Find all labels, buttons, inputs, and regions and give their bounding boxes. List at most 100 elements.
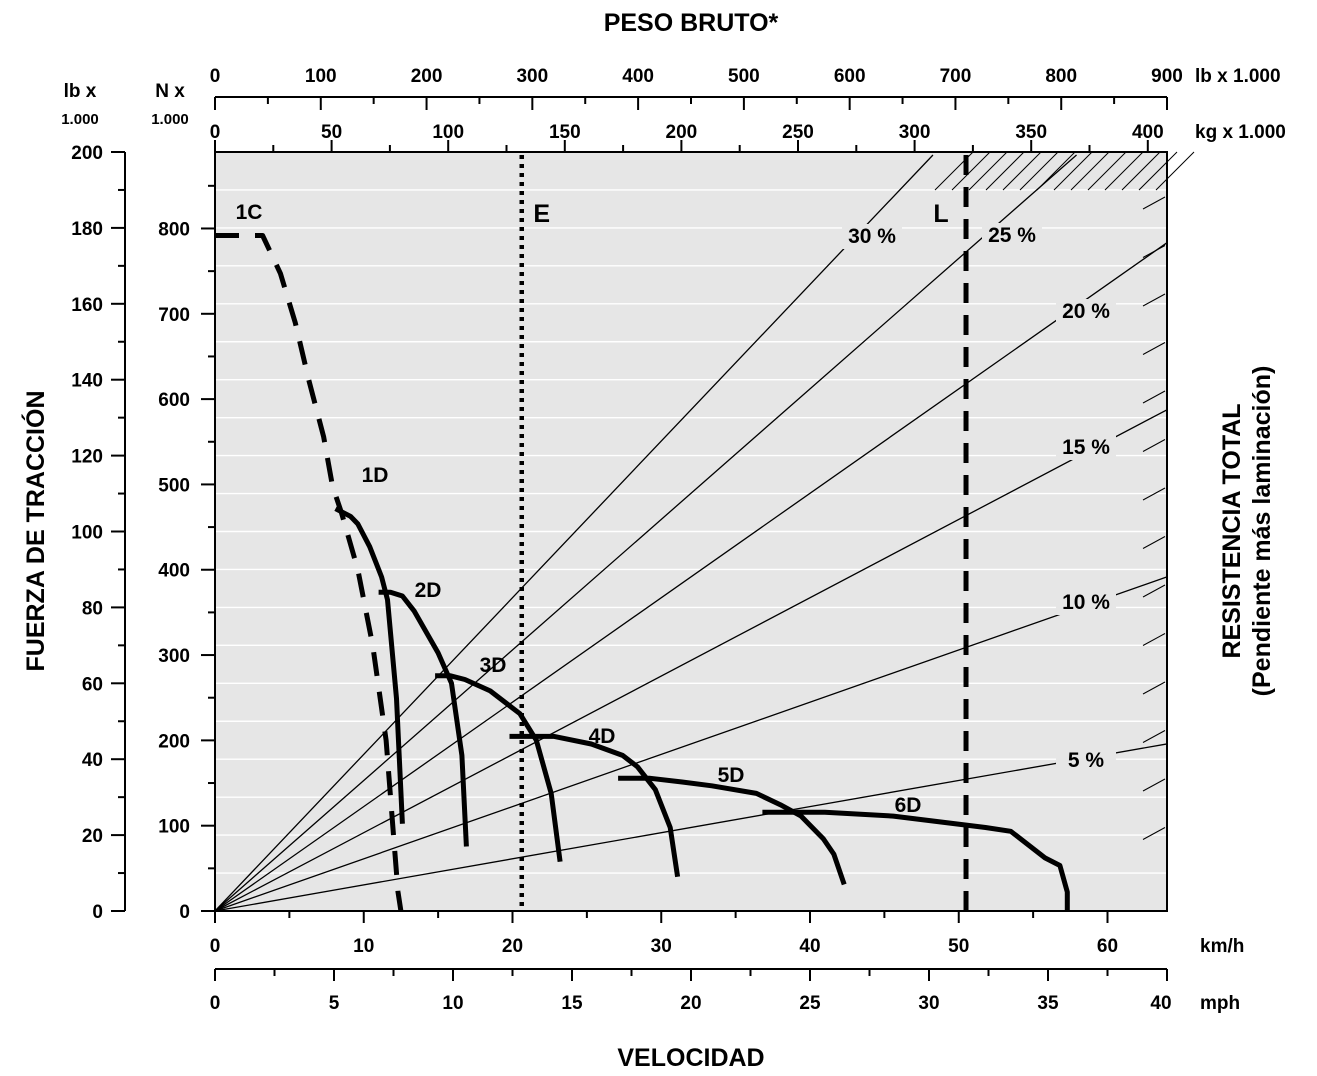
weight-lb-tick-label: 300 (516, 66, 548, 87)
weight-kg-tick-label: 50 (321, 122, 342, 143)
grade-lines: 5 % 10 % 15 % 20 % 25 % 30 % (214, 151, 1195, 912)
weight-kg-tick-label: 150 (549, 122, 581, 143)
series-curve-3D (435, 673, 563, 863)
series-label-1C: 1C (236, 201, 263, 224)
x-axis-label: VELOCIDAD (617, 1044, 764, 1072)
lbf-tick-label: 200 (71, 143, 103, 164)
weight-lb-unit-label: lb x 1.000 (1195, 66, 1281, 87)
resistance-hatch (1142, 390, 1166, 404)
weight-kg-tick-label: 400 (1132, 122, 1164, 143)
series-label-3D: 3D (480, 654, 507, 677)
plot-frame (214, 151, 1168, 912)
limit-hatch (985, 151, 1025, 191)
limit-hatch (1002, 151, 1042, 191)
lbf-tick-label: 80 (82, 598, 103, 619)
mph-tick-label: 20 (680, 993, 701, 1014)
resistance-hatch (1142, 827, 1166, 840)
mph-tick-label: 5 (329, 993, 340, 1014)
grade-label-bg (982, 223, 1042, 248)
limit-hatch (1070, 151, 1110, 191)
mph-tick-label: 35 (1037, 993, 1059, 1014)
kn-unit-label-2: 1.000 (151, 111, 189, 128)
kn-tick-label: 0 (179, 902, 190, 923)
grade-label: 5 % (1068, 749, 1105, 772)
kn-tick-label: 400 (158, 561, 190, 582)
lbf-unit-label-2: 1.000 (61, 111, 99, 128)
weight-kg-unit-label: kg x 1.000 (1195, 122, 1286, 143)
limit-hatch (1036, 151, 1076, 191)
weight-lb-tick-label: 800 (1045, 66, 1077, 87)
weight-kg-tick-label: 250 (782, 122, 814, 143)
resistance-hatch (1142, 681, 1166, 695)
kn-tick-label: 800 (158, 219, 190, 240)
resistance-hatch (1142, 778, 1166, 792)
kmh-tick-label: 20 (502, 936, 523, 957)
resistance-hatch (1142, 633, 1166, 646)
weight-lb-tick-label: 100 (305, 66, 337, 87)
weight-kg-tick-label: 100 (432, 122, 464, 143)
limit-hatch (1087, 151, 1127, 191)
kmh-tick-label: 50 (948, 936, 969, 957)
grade-line (214, 409, 1168, 912)
grade-label-bg (842, 224, 902, 249)
grade-label: 20 % (1062, 300, 1110, 323)
y-right-axis-label: RESISTENCIA TOTAL (1218, 403, 1246, 658)
series-label-1D: 1D (362, 464, 389, 487)
mph-tick-label: 10 (442, 993, 463, 1014)
kmh-unit-label: km/h (1200, 936, 1244, 957)
resistance-hatch (1142, 342, 1166, 355)
resistance-hatch (1142, 536, 1166, 549)
grade-label-bg (1056, 748, 1116, 773)
kmh-tick-label: 60 (1097, 936, 1118, 957)
series-curve-6D (762, 809, 1070, 911)
resistance-hatch (1142, 487, 1166, 501)
grade-label: 10 % (1062, 591, 1110, 614)
weight-kg-tick-label: 200 (666, 122, 698, 143)
limit-hatch (1121, 151, 1161, 191)
axes: 0 10 20 30 40 50 60 km/h 0 5 10 15 20 25 30 35 40 mph 0 20 4… (61, 66, 1286, 1014)
grade-label: 25 % (988, 224, 1036, 247)
mph-tick-label: 40 (1150, 993, 1171, 1014)
limit-hatch (1155, 151, 1195, 191)
chart-labels: PESO BRUTO* VELOCIDAD FUERZA DE TRACCIÓN… (20, 9, 1276, 1072)
weight-lb-tick-label: 900 (1151, 66, 1183, 87)
y-axis-label: FUERZA DE TRACCIÓN (20, 390, 50, 671)
kn-tick-label: 100 (158, 817, 190, 838)
kn-tick-label: 200 (158, 731, 190, 752)
limit-hatch (968, 151, 1008, 191)
lbf-unit-label: lb x (64, 81, 97, 102)
mph-tick-label: 15 (561, 993, 583, 1014)
resistance-hatch (1142, 439, 1166, 452)
lbf-tick-label: 160 (71, 295, 103, 316)
grade-line (214, 242, 1168, 912)
mph-unit-label: mph (1200, 993, 1240, 1014)
series-curve-2D (378, 589, 469, 847)
series-curve-5D (618, 775, 847, 886)
weight-lb-tick-label: 200 (411, 66, 443, 87)
limit-hatch (951, 151, 991, 191)
limit-hatch (1019, 151, 1059, 191)
series-label-4D: 4D (589, 725, 616, 748)
mph-tick-label: 30 (918, 993, 939, 1014)
grade-line (214, 154, 1077, 912)
mph-tick-label: 25 (799, 993, 821, 1014)
lbf-tick-label: 0 (92, 902, 103, 923)
series-curves: 1C 1D 2D 3D 4D 5D 6D (215, 201, 1070, 912)
weight-lb-tick-label: 700 (940, 66, 972, 87)
weight-lb-tick-label: 500 (728, 66, 760, 87)
series-curve-1D (334, 506, 405, 824)
limit-hatch (1104, 151, 1144, 191)
grade-line (214, 154, 934, 912)
series-label-5D: 5D (718, 764, 745, 787)
lbf-tick-label: 20 (82, 826, 103, 847)
resistance-hatch (1142, 245, 1166, 258)
lbf-tick-label: 60 (82, 674, 103, 695)
kn-unit-label: N x (155, 81, 185, 102)
weight-kg-tick-label: 350 (1015, 122, 1047, 143)
weight-lb-tick-label: 600 (834, 66, 866, 87)
lbf-tick-label: 140 (71, 371, 103, 392)
kmh-tick-label: 40 (799, 936, 820, 957)
series-label-2D: 2D (415, 579, 442, 602)
